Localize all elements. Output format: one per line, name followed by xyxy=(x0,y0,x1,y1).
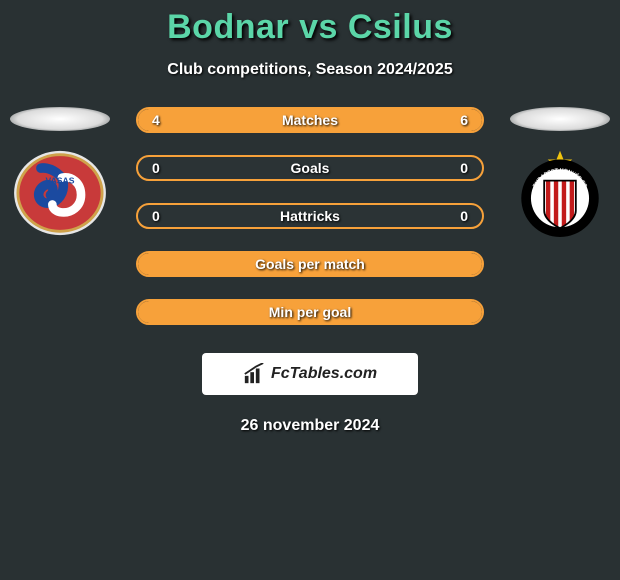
club-left: VASAS xyxy=(8,107,112,237)
stat-value-right: 0 xyxy=(460,160,468,176)
layout: VASAS 4 Matches 6 0 Goals 0 0 Hattricks 0 Goals p… xyxy=(0,107,620,325)
stat-value-left: 0 xyxy=(152,160,160,176)
stat-value-left: 4 xyxy=(152,112,160,128)
comparison-card: Bodnar vs Csilus Club competitions, Seas… xyxy=(0,0,620,580)
stat-label: Goals xyxy=(291,160,330,176)
stat-value-right: 0 xyxy=(460,208,468,224)
stats-column: 4 Matches 6 0 Goals 0 0 Hattricks 0 Goals per mat… xyxy=(136,107,484,325)
brand-badge[interactable]: FcTables.com xyxy=(202,353,418,395)
stat-label: Hattricks xyxy=(280,208,340,224)
stat-label: Goals per match xyxy=(255,256,365,272)
stat-row: Min per goal xyxy=(136,299,484,325)
stat-value-right: 6 xyxy=(460,112,468,128)
chart-icon xyxy=(243,363,265,385)
brand-label: FcTables.com xyxy=(271,365,377,383)
page-title: Bodnar vs Csilus xyxy=(0,8,620,47)
highlight-oval-left xyxy=(10,107,110,131)
stat-row: 4 Matches 6 xyxy=(136,107,484,133)
stat-label: Min per goal xyxy=(269,304,351,320)
stat-row: 0 Hattricks 0 xyxy=(136,203,484,229)
stat-value-left: 0 xyxy=(152,208,160,224)
club-left-badge: VASAS xyxy=(12,149,108,237)
club-right: BUDAPEST HONVÉD FC xyxy=(508,107,612,237)
club-right-badge: BUDAPEST HONVÉD FC xyxy=(512,149,608,237)
svg-text:VASAS: VASAS xyxy=(46,175,75,185)
subtitle: Club competitions, Season 2024/2025 xyxy=(0,61,620,79)
date-label: 26 november 2024 xyxy=(0,417,620,435)
stat-row: 0 Goals 0 xyxy=(136,155,484,181)
highlight-oval-right xyxy=(510,107,610,131)
stat-label: Matches xyxy=(282,112,338,128)
stat-row: Goals per match xyxy=(136,251,484,277)
